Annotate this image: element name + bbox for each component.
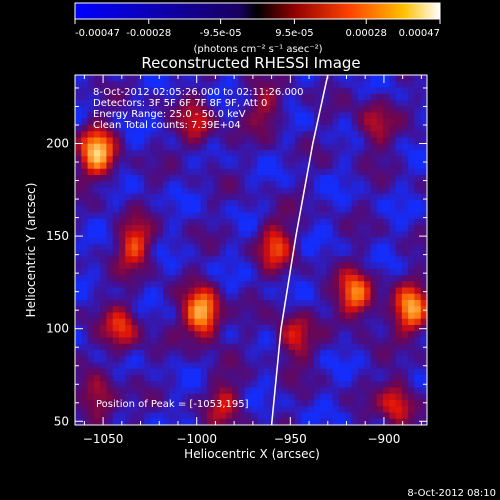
colorbar-ticks: -0.00047 -0.00028 -9.5e-05 9.5e-05 0.00028 0.… bbox=[74, 19, 441, 39]
y-tick-label: 50 bbox=[54, 414, 69, 428]
colorbar-tick-label: 9.5e-05 bbox=[275, 28, 313, 39]
timestamp: 8-Oct-2012 08:10 bbox=[407, 488, 496, 499]
chart-title: Reconstructed RHESSI Image bbox=[141, 54, 360, 72]
colorbar bbox=[74, 2, 441, 20]
solar-limb-curve bbox=[270, 75, 329, 425]
y-tick-label: 100 bbox=[46, 322, 69, 336]
colorbar-tick-label: -0.00028 bbox=[126, 28, 171, 39]
heatmap-image bbox=[75, 75, 427, 425]
colorbar-tick-label: -9.5e-05 bbox=[200, 28, 242, 39]
colorbar-tick-label: 0.00028 bbox=[346, 28, 387, 39]
colorbar-units: (photons cm⁻² s⁻¹ asec⁻²) bbox=[193, 44, 322, 55]
x-tick-label: −950 bbox=[274, 432, 307, 446]
x-tick-label: −900 bbox=[367, 432, 400, 446]
annotation-time-range: 8-Oct-2012 02:05:26.000 to 02:11:26.000 bbox=[93, 87, 304, 98]
colorbar-tick-label: 0.00047 bbox=[399, 28, 440, 39]
y-tick-label: 200 bbox=[46, 137, 69, 151]
y-tick-label: 150 bbox=[46, 229, 69, 243]
annotation-energy-range: Energy Range: 25.0 - 50.0 keV bbox=[93, 109, 246, 120]
plot-frame bbox=[74, 74, 428, 426]
annotation-detectors: Detectors: 3F 5F 6F 7F 8F 9F, Att 0 bbox=[93, 98, 267, 109]
colorbar-tick-label: -0.00047 bbox=[75, 28, 120, 39]
axes: −1050 −1000 −950 −900 50 100 150 200 bbox=[46, 75, 427, 446]
annotation-peak-position: Position of Peak = [-1053,195] bbox=[96, 399, 249, 410]
annotation-clean-counts: Clean Total counts: 7.39E+04 bbox=[93, 120, 241, 131]
x-tick-label: −1050 bbox=[83, 432, 124, 446]
y-axis-label: Heliocentric Y (arcsec) bbox=[24, 183, 38, 318]
x-tick-label: −1000 bbox=[176, 432, 217, 446]
x-axis-label: Heliocentric X (arcsec) bbox=[184, 447, 320, 461]
